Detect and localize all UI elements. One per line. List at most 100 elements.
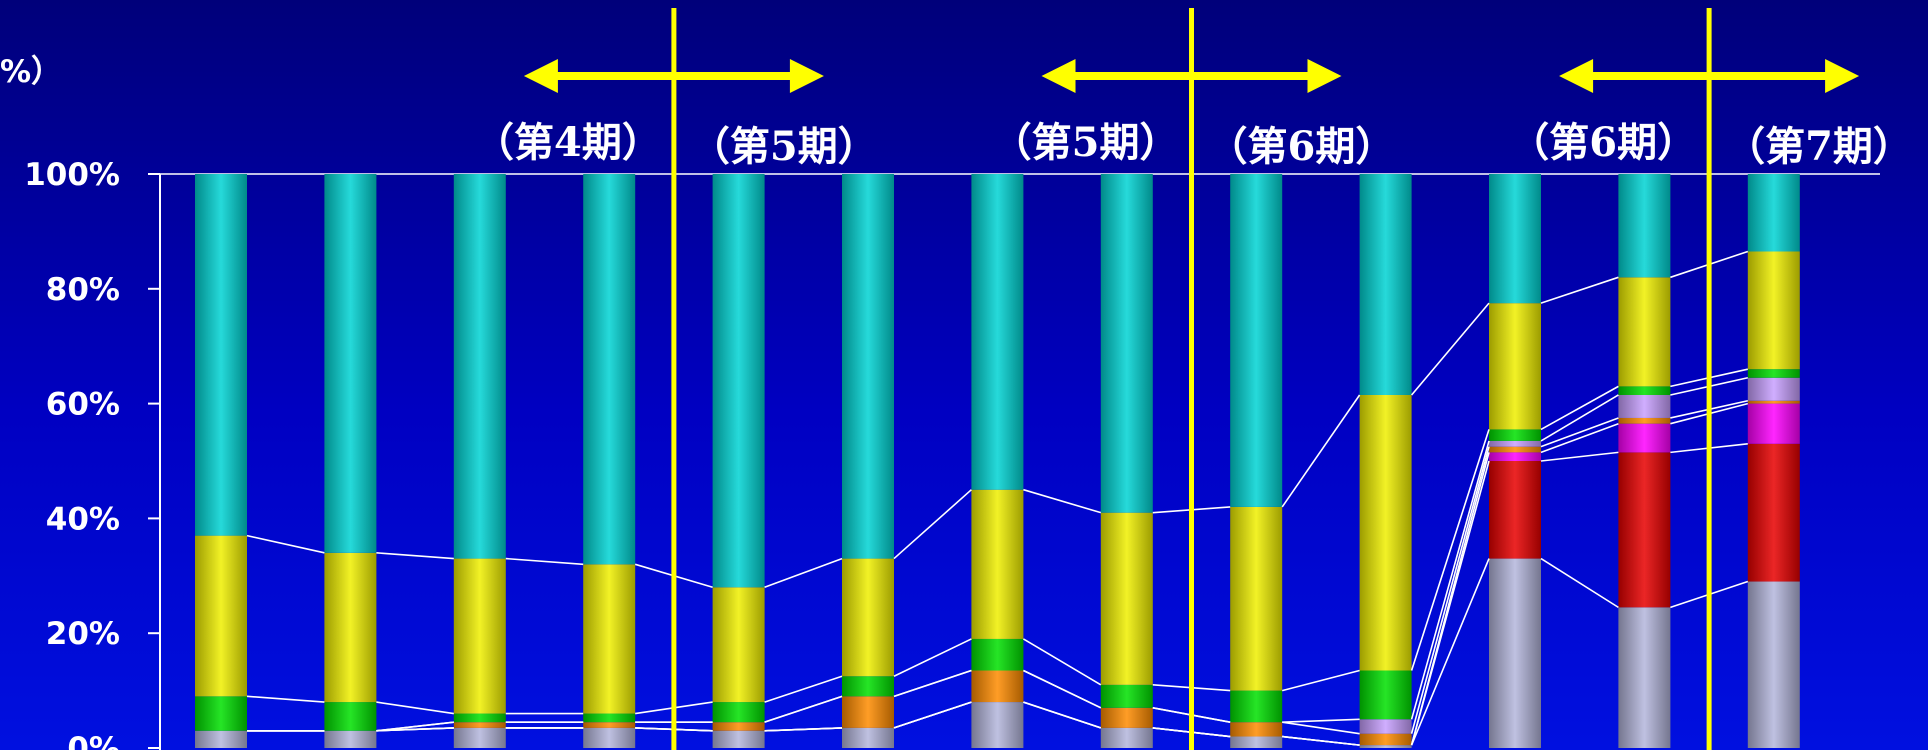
bar-segment	[1100, 174, 1153, 513]
bar-segment	[1100, 684, 1153, 708]
y-tick-label: 80%	[46, 272, 120, 308]
connector-line	[1410, 429, 1490, 671]
bar-segment	[453, 722, 506, 728]
connector-line	[1410, 446, 1490, 734]
connector-line	[1282, 718, 1360, 723]
period-label-right: （第7期）	[1725, 123, 1913, 170]
bar-segment	[712, 702, 765, 723]
connector-line	[376, 727, 454, 732]
bar-segment	[971, 174, 1024, 490]
bar-segment	[195, 535, 247, 697]
connector-line	[246, 695, 325, 703]
connector-line	[1410, 452, 1490, 746]
bar-segment	[1359, 174, 1412, 395]
bar-segment	[712, 730, 765, 748]
bar-segment	[1359, 670, 1412, 720]
period-arrow-right-head	[1825, 59, 1860, 93]
bar-segment	[1489, 446, 1541, 453]
connector-line	[376, 552, 454, 560]
bar-segment	[1747, 403, 1800, 444]
bar-segment	[971, 702, 1024, 748]
connector-line	[1023, 488, 1102, 514]
connector-line	[1023, 701, 1102, 729]
bar-segment	[1747, 581, 1800, 748]
connector-line	[1281, 669, 1360, 692]
connector-line	[1023, 669, 1102, 709]
bar-segment	[1100, 512, 1153, 685]
period-label-right: （第5期）	[690, 123, 878, 170]
bar-segment	[453, 174, 506, 559]
bar-segment	[324, 702, 377, 731]
connector-line	[764, 727, 843, 732]
bar-segment	[1747, 174, 1800, 252]
connector-line	[1281, 394, 1361, 508]
connector-line	[505, 557, 584, 566]
connector-line	[764, 557, 843, 589]
connector-line	[1540, 451, 1619, 462]
bar-segment	[324, 174, 377, 553]
connector-line	[1410, 302, 1490, 396]
connector-line	[1282, 735, 1360, 746]
bar-segment	[1747, 400, 1800, 404]
period-arrow-right-head	[789, 59, 824, 93]
bar-segment	[1747, 377, 1800, 401]
connector-line	[1022, 638, 1102, 686]
connector-line	[376, 701, 454, 715]
y-axis-unit-label: %）	[0, 54, 62, 90]
bar-segment	[1618, 277, 1671, 387]
connector-line	[893, 701, 972, 729]
y-tick-label: 40%	[46, 501, 120, 537]
bar-segment	[1489, 461, 1541, 559]
bar-segment	[842, 696, 894, 728]
bar-segment	[1618, 452, 1671, 608]
period-arrow-left-head	[523, 59, 558, 93]
bar-segment	[1618, 386, 1671, 395]
bar-segment	[1230, 506, 1283, 691]
bar-segment	[842, 676, 894, 697]
bar-segment	[1359, 719, 1412, 734]
period-label-left: （第5期）	[992, 119, 1180, 166]
bar-segment	[1359, 733, 1412, 746]
connector-line	[1410, 558, 1490, 746]
y-tick-label: 100%	[24, 157, 120, 193]
bar-segment	[1489, 452, 1541, 461]
bar-segment	[842, 174, 894, 559]
bar-segment	[324, 730, 377, 748]
bar-segment	[1618, 174, 1671, 278]
connector-line	[1540, 417, 1619, 448]
bar-segment	[1359, 745, 1412, 748]
period-label-right: （第6期）	[1208, 123, 1396, 170]
bar-segment	[583, 174, 636, 565]
bar-segment	[195, 730, 247, 748]
period-markers: （第4期） （第5期） （第5期） （第6期） （第6期） （第7期）	[474, 8, 1913, 750]
connector-line	[764, 695, 843, 723]
y-axis: 0% 20% 40% 60% 80% 100%	[24, 157, 1880, 750]
bar-segment	[1489, 440, 1541, 447]
connector-line	[376, 721, 454, 732]
period-label-left: （第4期）	[474, 119, 662, 166]
bar-segment	[712, 174, 765, 588]
bar-segment	[1359, 394, 1412, 671]
connector-line	[893, 638, 972, 677]
bar-segment	[971, 670, 1024, 703]
y-tick-label: 60%	[46, 387, 120, 423]
bar-segment	[195, 696, 247, 731]
period-label-left: （第6期）	[1509, 119, 1697, 166]
bars	[195, 174, 1800, 748]
bar-segment	[1230, 736, 1283, 748]
bar-segment	[1747, 251, 1800, 370]
bar-segment	[1230, 174, 1283, 507]
period-arrow-left-head	[1041, 59, 1076, 93]
bar-segment	[324, 552, 377, 703]
bar-segment	[1230, 722, 1283, 737]
bar-segment	[971, 489, 1024, 639]
bar-segment	[712, 722, 765, 731]
connector-line	[1282, 721, 1360, 735]
bar-segment	[1489, 174, 1541, 304]
bar-segment	[842, 727, 894, 748]
bar-segment	[1618, 607, 1671, 748]
connector-line	[1540, 276, 1619, 304]
bar-segment	[842, 558, 894, 677]
bar-segment	[1489, 558, 1541, 748]
